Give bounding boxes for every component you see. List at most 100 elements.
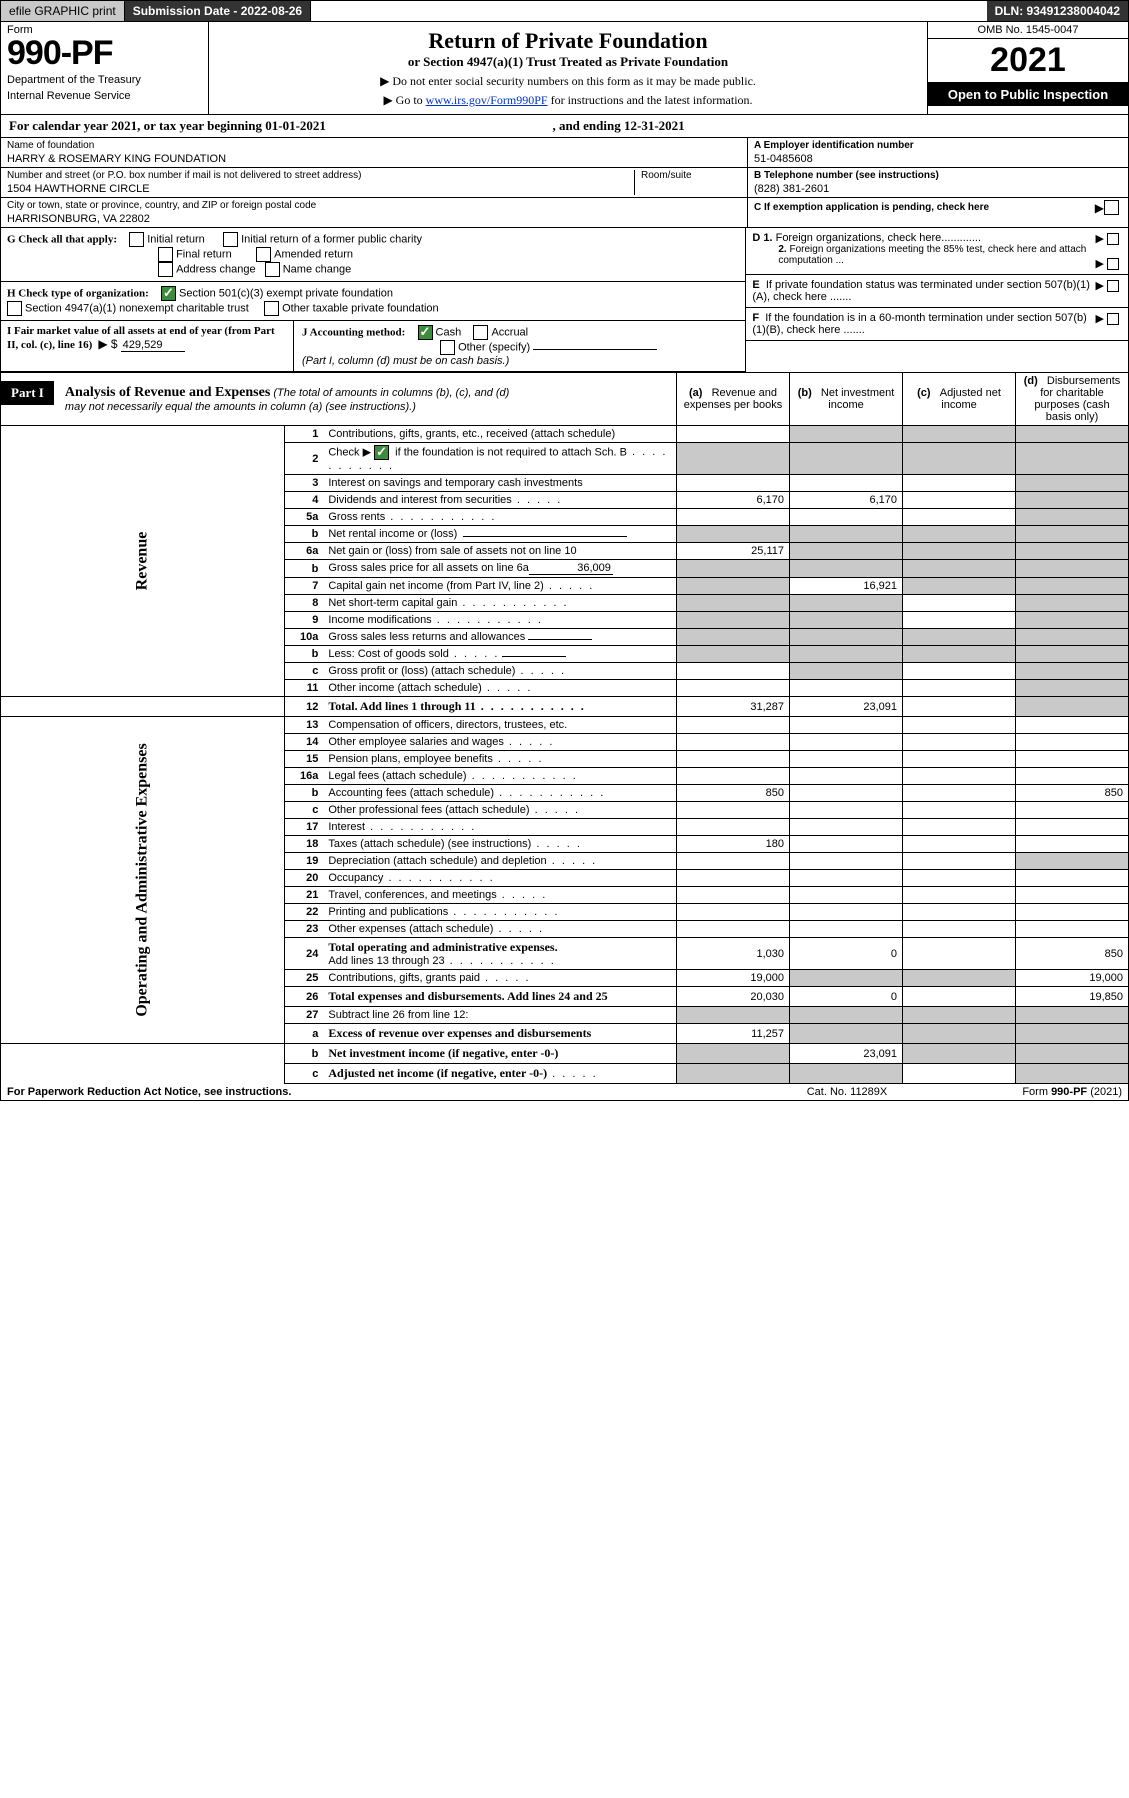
irs-link[interactable]: www.irs.gov/Form990PF	[426, 93, 548, 107]
addr-lbl: Number and street (or P.O. box number if…	[7, 170, 628, 181]
header-center: Return of Private Foundation or Section …	[209, 22, 928, 114]
g-address-change-cb[interactable]	[158, 262, 173, 277]
r26-b: 0	[790, 987, 903, 1007]
cal-end: 12-31-2021	[624, 118, 685, 133]
g-amended-cb[interactable]	[256, 247, 271, 262]
row-27b: bNet investment income (if negative, ent…	[1, 1044, 1129, 1064]
top-bar: efile GRAPHIC print Submission Date - 20…	[0, 0, 1129, 22]
g-initial-former-cb[interactable]	[223, 232, 238, 247]
g-name-change-cb[interactable]	[265, 262, 280, 277]
form-number: 990-PF	[7, 36, 202, 70]
col-a-head: (a) Revenue and expenses per books	[677, 373, 790, 426]
g-final-return: Final return	[176, 248, 232, 260]
r27a-a: 11,257	[677, 1024, 790, 1044]
arrow-icon: ▶	[1095, 201, 1104, 215]
g-final-return-cb[interactable]	[158, 247, 173, 262]
g-address-change: Address change	[176, 263, 256, 275]
form-title: Return of Private Foundation	[219, 28, 917, 54]
footer-cat: Cat. No. 11289X	[772, 1086, 922, 1098]
h-other-taxable: Other taxable private foundation	[282, 302, 439, 314]
name-lbl: Name of foundation	[7, 140, 741, 151]
h-other-taxable-cb[interactable]	[264, 301, 279, 316]
h-501c3: Section 501(c)(3) exempt private foundat…	[179, 287, 393, 299]
footer-left: For Paperwork Reduction Act Notice, see …	[7, 1086, 772, 1098]
j-other: Other (specify)	[458, 341, 530, 353]
h-4947: Section 4947(a)(1) nonexempt charitable …	[25, 302, 249, 314]
topbar-spacer	[311, 1, 986, 21]
row-27c: cAdjusted net income (if negative, enter…	[1, 1064, 1129, 1084]
r7-b: 16,921	[790, 578, 903, 595]
h-lbl: H Check type of organization:	[7, 287, 149, 299]
col-d-head: (d) Disbursements for charitable purpose…	[1016, 373, 1129, 426]
g-lbl: G Check all that apply:	[7, 233, 117, 245]
part1-label: Part I	[1, 381, 54, 405]
revenue-side-label: Revenue	[134, 424, 152, 697]
r10a-input[interactable]	[528, 639, 592, 640]
j-accrual: Accrual	[491, 326, 528, 338]
e-row: E If private foundation status was termi…	[746, 275, 1128, 308]
tax-year: 2021	[928, 39, 1128, 83]
form-note-1: ▶ Do not enter social security numbers o…	[219, 74, 917, 89]
r4-b: 6,170	[790, 492, 903, 509]
h-row: H Check type of organization: Section 50…	[1, 282, 745, 321]
note2-post: for instructions and the latest informat…	[548, 93, 753, 107]
check-section: G Check all that apply: Initial return I…	[0, 228, 1129, 372]
schb-cb[interactable]	[374, 445, 389, 460]
f-text: If the foundation is in a 60-month termi…	[752, 312, 1087, 336]
dln-label: DLN: 93491238004042	[987, 1, 1128, 21]
part1-table: Part I Analysis of Revenue and Expenses …	[0, 372, 1129, 1084]
r25-a: 19,000	[677, 970, 790, 987]
d-row: D 1. Foreign organizations, check here..…	[746, 228, 1128, 275]
cal-begin: 01-01-2021	[265, 118, 326, 133]
cal-mid: , and ending	[552, 118, 624, 133]
j-cash-cb[interactable]	[418, 325, 433, 340]
r25-d: 19,000	[1016, 970, 1129, 987]
i-value: 429,529	[121, 339, 185, 352]
c-lbl: C If exemption application is pending, c…	[754, 202, 989, 213]
g-initial-return-cb[interactable]	[129, 232, 144, 247]
r4-a: 6,170	[677, 492, 790, 509]
omb-number: OMB No. 1545-0047	[928, 22, 1128, 39]
d1-cb[interactable]	[1107, 233, 1119, 245]
e-cb[interactable]	[1107, 280, 1119, 292]
r1-label: Contributions, gifts, grants, etc., rece…	[323, 426, 676, 443]
submission-date: Submission Date - 2022-08-26	[125, 1, 311, 21]
j-cash: Cash	[436, 326, 462, 338]
j-other-cb[interactable]	[440, 340, 455, 355]
r5b-input[interactable]	[463, 536, 627, 537]
r26-a: 20,030	[677, 987, 790, 1007]
h-501c3-cb[interactable]	[161, 286, 176, 301]
r16b-d: 850	[1016, 785, 1129, 802]
i-arrow: ▶ $	[98, 337, 117, 351]
cal-pre: For calendar year 2021, or tax year begi…	[9, 118, 265, 133]
g-initial-return: Initial return	[147, 233, 204, 245]
col-c-head: (c) Adjusted net income	[903, 373, 1016, 426]
header-left: Form 990-PF Department of the Treasury I…	[1, 22, 209, 114]
g-row: G Check all that apply: Initial return I…	[1, 228, 745, 282]
r16b-a: 850	[677, 785, 790, 802]
e-text: If private foundation status was termina…	[752, 279, 1090, 303]
dept-treasury: Department of the Treasury	[7, 74, 202, 86]
address-value: 1504 HAWTHORNE CIRCLE	[7, 183, 628, 195]
calendar-year-row: For calendar year 2021, or tax year begi…	[0, 115, 1129, 138]
d2-text: Foreign organizations meeting the 85% te…	[778, 244, 1086, 266]
c-checkbox[interactable]	[1104, 200, 1119, 215]
r26-d: 19,850	[1016, 987, 1129, 1007]
j-other-input[interactable]	[533, 349, 657, 350]
row-13: Operating and Administrative Expenses 13…	[1, 717, 1129, 734]
r27b-b: 23,091	[790, 1044, 903, 1064]
r10b-input[interactable]	[502, 656, 566, 657]
form-header: Form 990-PF Department of the Treasury I…	[0, 22, 1129, 115]
h-4947-cb[interactable]	[7, 301, 22, 316]
j-lbl: J Accounting method:	[302, 326, 405, 338]
d2-cb[interactable]	[1107, 258, 1119, 270]
room-suite-lbl: Room/suite	[635, 170, 741, 195]
r24-a: 1,030	[677, 938, 790, 970]
header-right: OMB No. 1545-0047 2021 Open to Public In…	[928, 22, 1128, 114]
open-public: Open to Public Inspection	[928, 83, 1128, 106]
f-cb[interactable]	[1107, 313, 1119, 325]
j-accrual-cb[interactable]	[473, 325, 488, 340]
city-value: HARRISONBURG, VA 22802	[7, 213, 741, 225]
efile-label: efile GRAPHIC print	[1, 1, 125, 21]
g-initial-former: Initial return of a former public charit…	[241, 233, 422, 245]
